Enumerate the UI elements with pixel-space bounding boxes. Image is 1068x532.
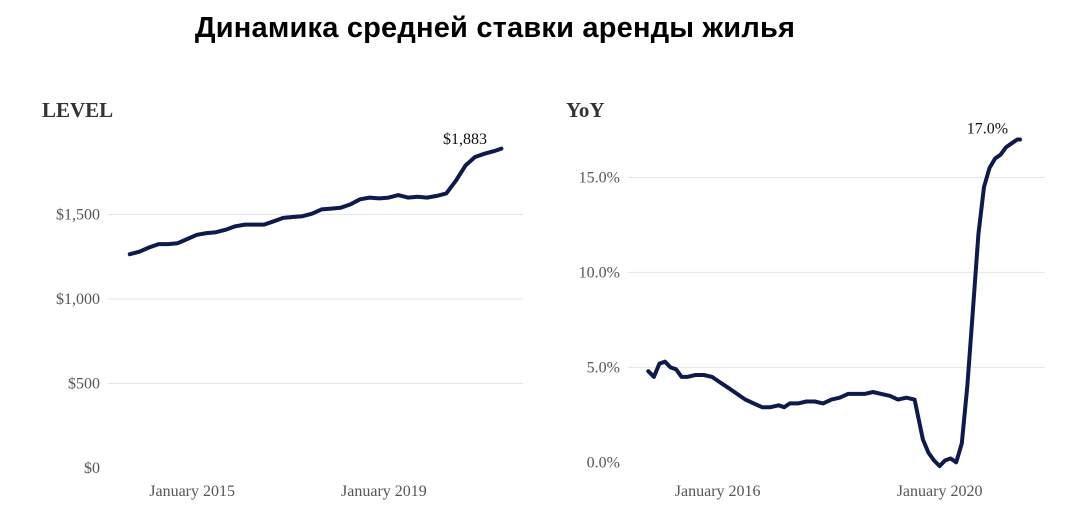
page-title: Динамика средней ставки аренды жилья [194,12,796,44]
yoy-chart-title: YoY [566,98,605,122]
level-y-tick-label: $0 [84,460,100,477]
level-x-tick-label: January 2019 [341,483,427,500]
level-chart-title: LEVEL [42,98,114,122]
level-series-line [127,146,504,257]
level-y-tick-label: $1,000 [56,291,100,308]
level-annotation-label: $1,883 [443,131,487,148]
yoy-chart: 0.0% 5.0% 10.0% 15.0% January 2016 January 20… [579,120,1045,500]
yoy-y-tick-label: 0.0% [587,454,620,471]
yoy-y-tick-label: 15.0% [579,169,620,186]
yoy-x-tick-label: January 2020 [897,483,983,500]
level-y-tick-label: $500 [68,376,100,393]
yoy-x-tick-label: January 2016 [675,483,761,500]
level-x-tick-label: January 2015 [149,483,235,500]
yoy-y-tick-label: 10.0% [579,264,620,281]
level-chart: $0 $500 $1,000 $1,500 January 2015 January 20… [56,131,523,500]
yoy-y-tick-label: 5.0% [587,359,620,376]
yoy-annotation-label: 17.0% [967,120,1008,137]
level-y-tick-label: $1,500 [56,207,100,224]
yoy-series-line [646,137,1022,469]
